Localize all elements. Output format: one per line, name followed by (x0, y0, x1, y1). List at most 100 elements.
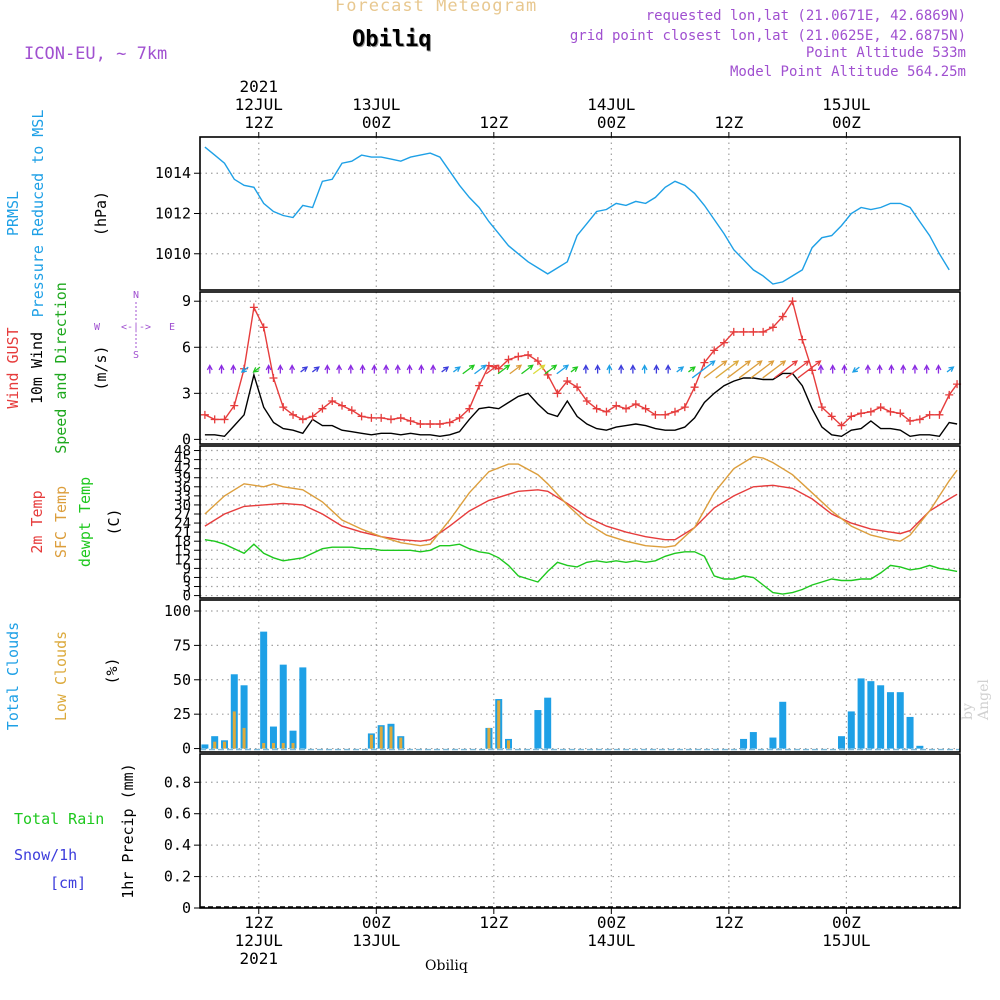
wind-arrow-head (733, 360, 740, 366)
chart-title: Forecast Meteogram (335, 0, 538, 16)
wind-arrow-head (677, 366, 685, 372)
wind-arrow-head (468, 364, 476, 371)
total-cloud-bar (749, 732, 757, 749)
total-cloud-bar (240, 685, 248, 749)
ylabel-precip-0: 1hr Precip (mm) (119, 763, 137, 898)
ytick-label-temperature: 0 (183, 589, 191, 605)
wind-arrow-head (744, 360, 751, 366)
wind-arrow-shaft (738, 360, 763, 379)
location-title: Obiliq (352, 27, 432, 52)
low-cloud-bar (389, 726, 393, 749)
wind-arrow-head (442, 366, 450, 372)
total-cloud-bar (201, 744, 209, 749)
wind-arrow-head (641, 364, 648, 371)
low-cloud-bar (379, 726, 383, 749)
top-time-label: 15JUL (822, 95, 870, 114)
total-cloud-bar (867, 681, 875, 749)
gust-marker (592, 404, 601, 413)
panel-frame-wind (199, 291, 961, 445)
gust-marker (671, 407, 679, 416)
ytick-label-temperature: 39 (174, 471, 191, 487)
gust-marker (729, 327, 738, 336)
top-time-label: 12JUL (235, 95, 283, 114)
gust-marker (719, 338, 728, 347)
wind-arrow-shaft (497, 364, 510, 375)
wind-arrow-shaft (762, 360, 786, 379)
gust-marker (298, 415, 307, 424)
top-time-label: 00Z (362, 113, 391, 132)
axis-labels: 1010 1012 1014 PRMSL Pressure Reduced to MSL… (4, 77, 870, 968)
low-cloud-bar (399, 737, 403, 749)
wind-arrow-head (562, 364, 570, 371)
ytick-label-precip: 0 (182, 899, 191, 917)
compass-n: N (133, 290, 139, 301)
wind-arrow-head (606, 364, 613, 371)
gust-marker (906, 416, 915, 425)
wind-arrow-shaft (750, 360, 774, 379)
gust-marker (582, 397, 591, 406)
ylabel-pressure-1: Pressure Reduced to MSL (29, 110, 47, 318)
ytick-label-clouds: 75 (173, 636, 191, 654)
wind-arrow-head (923, 364, 930, 371)
gust-marker (700, 358, 709, 367)
units-pressure: (hPa) (92, 191, 110, 236)
ytick-label-wind: 0 (182, 430, 191, 448)
gust-marker (651, 410, 660, 419)
wind-arrow-head (768, 360, 775, 366)
gust-marker (759, 327, 768, 336)
prmsl-line (204, 146, 950, 285)
gust-marker (612, 401, 621, 410)
ytick-label-precip: 0.2 (164, 868, 191, 886)
total-cloud-bar (260, 631, 268, 749)
footer-location: Obiliq (425, 958, 468, 974)
wind-arrow-head (618, 364, 625, 371)
wind-arrow-head (803, 360, 810, 366)
wind-arrow-head (527, 364, 534, 371)
ytick-label-clouds: 50 (173, 671, 191, 689)
wind-arrow-shaft (462, 364, 475, 375)
bottom-time-label: 14JUL (587, 931, 635, 950)
wind-arrow-shaft (715, 360, 739, 379)
bottom-time-label: 2021 (239, 949, 278, 968)
gust-marker (230, 401, 239, 410)
gust-marker (876, 403, 885, 412)
top-time-label: 12Z (244, 113, 273, 132)
wind-arrow-head (780, 360, 787, 366)
wind-arrow-shaft (797, 360, 821, 379)
bottom-time-label: 12Z (244, 913, 273, 932)
temp-line-0 (204, 484, 958, 542)
wind-arrow-head (851, 367, 858, 373)
legend-total-rain: Total Rain (14, 810, 104, 828)
ytick-label-pressure: 1012 (155, 205, 191, 223)
gust-marker (259, 323, 268, 332)
gust-marker (406, 416, 415, 425)
ytick-label-temperature: 42 (174, 462, 191, 478)
bottom-time-label: 00Z (362, 913, 391, 932)
wind-arrow-shaft (727, 360, 751, 379)
total-cloud-bar (534, 710, 542, 749)
gust-marker (827, 412, 836, 421)
wind10m-line (204, 372, 958, 438)
temp-line-2 (204, 539, 958, 595)
compass-e: E (169, 322, 175, 333)
bottom-time-label: 12Z (714, 913, 743, 932)
total-cloud-bar (230, 674, 238, 749)
author-signature: by Angel (960, 679, 992, 720)
model-point-altitude: Model Point Altitude 564.25m (729, 64, 966, 80)
ytick-label-temperature: 9 (183, 561, 191, 577)
units-wind: (m/s) (92, 345, 110, 390)
wind-arrow-head (935, 364, 942, 371)
ytick-label-temperature: 24 (174, 516, 191, 532)
bottom-time-label: 13JUL (352, 931, 400, 950)
wind-arrow-head (394, 364, 401, 371)
compass-s: S (133, 350, 139, 361)
wind-arrow-head (430, 364, 437, 371)
wind-arrow-head (480, 364, 487, 371)
gust-marker (680, 403, 689, 412)
panel-frame-clouds (199, 599, 961, 753)
wind-arrow-head (347, 364, 354, 371)
low-cloud-bar (213, 741, 217, 749)
low-cloud-bar (271, 743, 275, 749)
wind-arrow-head (539, 364, 546, 371)
gust-marker (935, 410, 944, 419)
